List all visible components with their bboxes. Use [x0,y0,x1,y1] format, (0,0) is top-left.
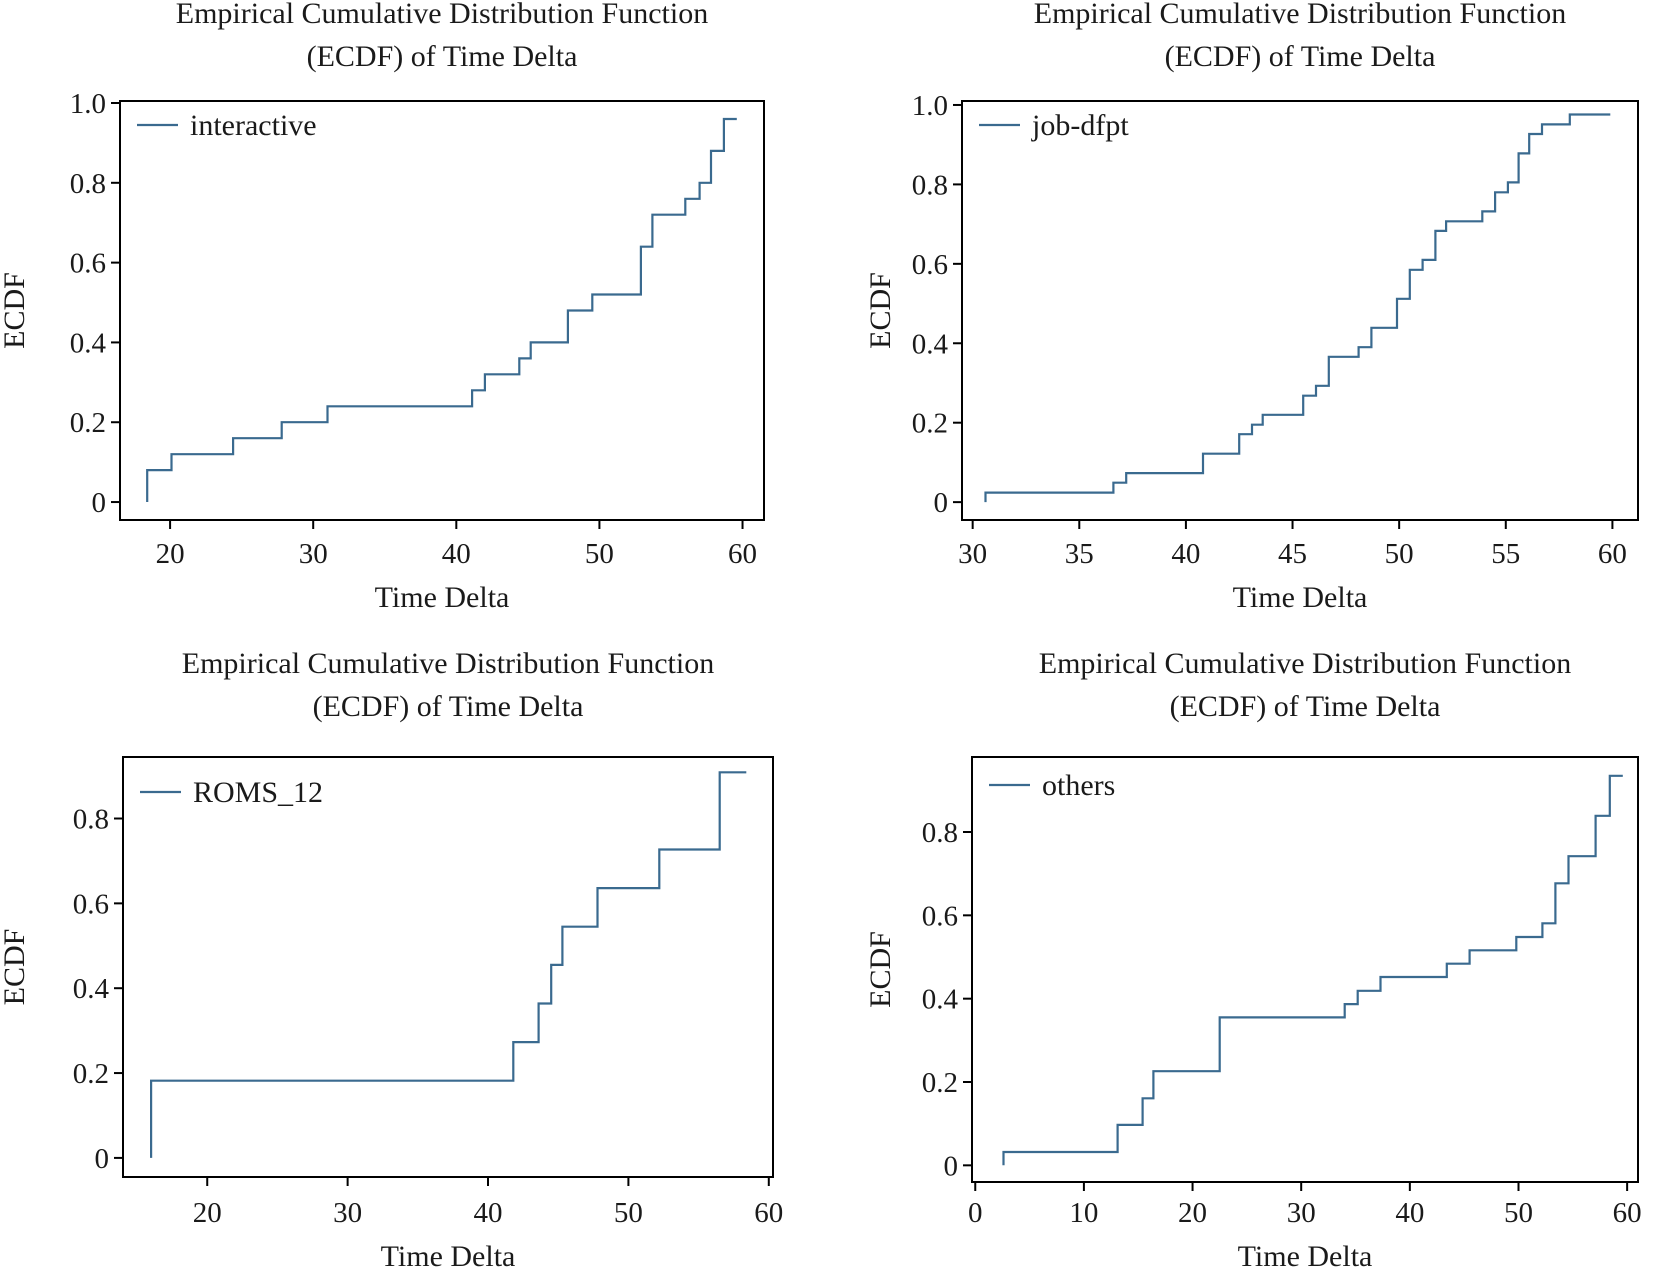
x-tick-label: 20 [156,538,185,570]
ecdf-series-line [150,771,747,1158]
y-tick-label: 0.2 [922,1067,958,1099]
chart-title-line: (ECDF) of Time Delta [307,40,578,73]
chart-panel-others: Empirical Cumulative Distribution Functi… [864,647,1642,1273]
chart-title-line: Empirical Cumulative Distribution Functi… [1034,0,1566,30]
x-tick-label: 30 [333,1197,362,1229]
y-tick-label: 0.4 [73,973,110,1005]
y-tick-label: 0.6 [70,248,106,280]
x-axis-label: Time Delta [1233,581,1368,614]
x-tick-label: 45 [1278,538,1307,570]
y-tick-label: 0 [95,1143,110,1175]
chart-panel-interactive: Empirical Cumulative Distribution Functi… [0,0,765,614]
x-tick-label: 30 [958,538,987,570]
x-tick-label: 50 [1504,1197,1533,1229]
y-tick-label: 0.8 [73,804,109,836]
chart-title-line: (ECDF) of Time Delta [313,690,584,723]
y-tick-label: 0.4 [912,328,949,360]
legend-label: job-dfpt [1031,109,1129,142]
x-tick-label: 50 [585,538,614,570]
chart-title: Empirical Cumulative Distribution Functi… [1034,0,1566,73]
x-tick-label: 35 [1065,538,1094,570]
x-tick-label: 60 [728,538,757,570]
chart-panel-roms-12: Empirical Cumulative Distribution Functi… [0,647,783,1273]
x-tick-label: 40 [1395,1197,1424,1229]
y-tick-label: 1.0 [912,90,948,122]
y-tick-label: 0.4 [922,984,959,1016]
y-tick-label: 1.0 [70,88,106,120]
x-tick-label: 60 [754,1197,783,1229]
x-tick-label: 20 [1178,1197,1207,1229]
plot-frame [961,100,1639,521]
legend-label: ROMS_12 [193,776,323,809]
x-tick-label: 10 [1069,1197,1098,1229]
x-tick-label: 30 [299,538,328,570]
y-tick-label: 0.6 [73,888,109,920]
x-tick-label: 50 [1385,538,1414,570]
chart-title-line: Empirical Cumulative Distribution Functi… [182,647,714,680]
ecdf-series-line [146,117,737,502]
y-tick-label: 0.8 [70,168,106,200]
x-tick-label: 55 [1491,538,1520,570]
chart-title-line: (ECDF) of Time Delta [1170,690,1441,723]
y-tick-label: 0.6 [922,900,958,932]
ecdf-series-line [984,113,1611,503]
y-tick-label: 0.8 [912,169,948,201]
y-tick-label: 0.2 [70,407,106,439]
chart-title-line: (ECDF) of Time Delta [1165,40,1436,73]
plot-frame [971,756,1639,1183]
y-axis-label: ECDF [864,931,897,1008]
y-axis-label: ECDF [0,272,31,349]
x-tick-label: 40 [474,1197,503,1229]
y-tick-label: 0 [944,1150,959,1182]
chart-title-line: Empirical Cumulative Distribution Functi… [176,0,708,30]
x-tick-label: 60 [1613,1197,1642,1229]
ecdf-series-line [1002,774,1623,1166]
y-tick-label: 0 [934,487,949,519]
chart-title-line: Empirical Cumulative Distribution Functi… [1039,647,1571,680]
y-tick-label: 0.4 [70,327,107,359]
legend-label: interactive [190,109,317,142]
plot-frame [122,756,774,1178]
x-axis-label: Time Delta [375,581,510,614]
x-tick-label: 50 [614,1197,643,1229]
x-tick-label: 40 [1171,538,1200,570]
chart-panel-job-dfpt: Empirical Cumulative Distribution Functi… [864,0,1639,614]
y-tick-label: 0 [92,487,107,519]
chart-title: Empirical Cumulative Distribution Functi… [182,647,714,723]
chart-title: Empirical Cumulative Distribution Functi… [176,0,708,73]
x-tick-label: 30 [1287,1197,1316,1229]
x-axis-label: Time Delta [1238,1240,1373,1273]
y-axis-label: ECDF [0,929,31,1006]
y-tick-label: 0.6 [912,249,948,281]
y-axis-label: ECDF [864,272,897,349]
legend-label: others [1042,769,1115,802]
y-tick-label: 0.8 [922,817,958,849]
x-tick-label: 60 [1598,538,1627,570]
x-tick-label: 0 [968,1197,983,1229]
y-tick-label: 0.2 [912,408,948,440]
chart-title: Empirical Cumulative Distribution Functi… [1039,647,1571,723]
plot-frame [119,100,765,521]
x-tick-label: 40 [442,538,471,570]
y-tick-label: 0.2 [73,1058,109,1090]
x-tick-label: 20 [193,1197,222,1229]
x-axis-label: Time Delta [381,1240,516,1273]
